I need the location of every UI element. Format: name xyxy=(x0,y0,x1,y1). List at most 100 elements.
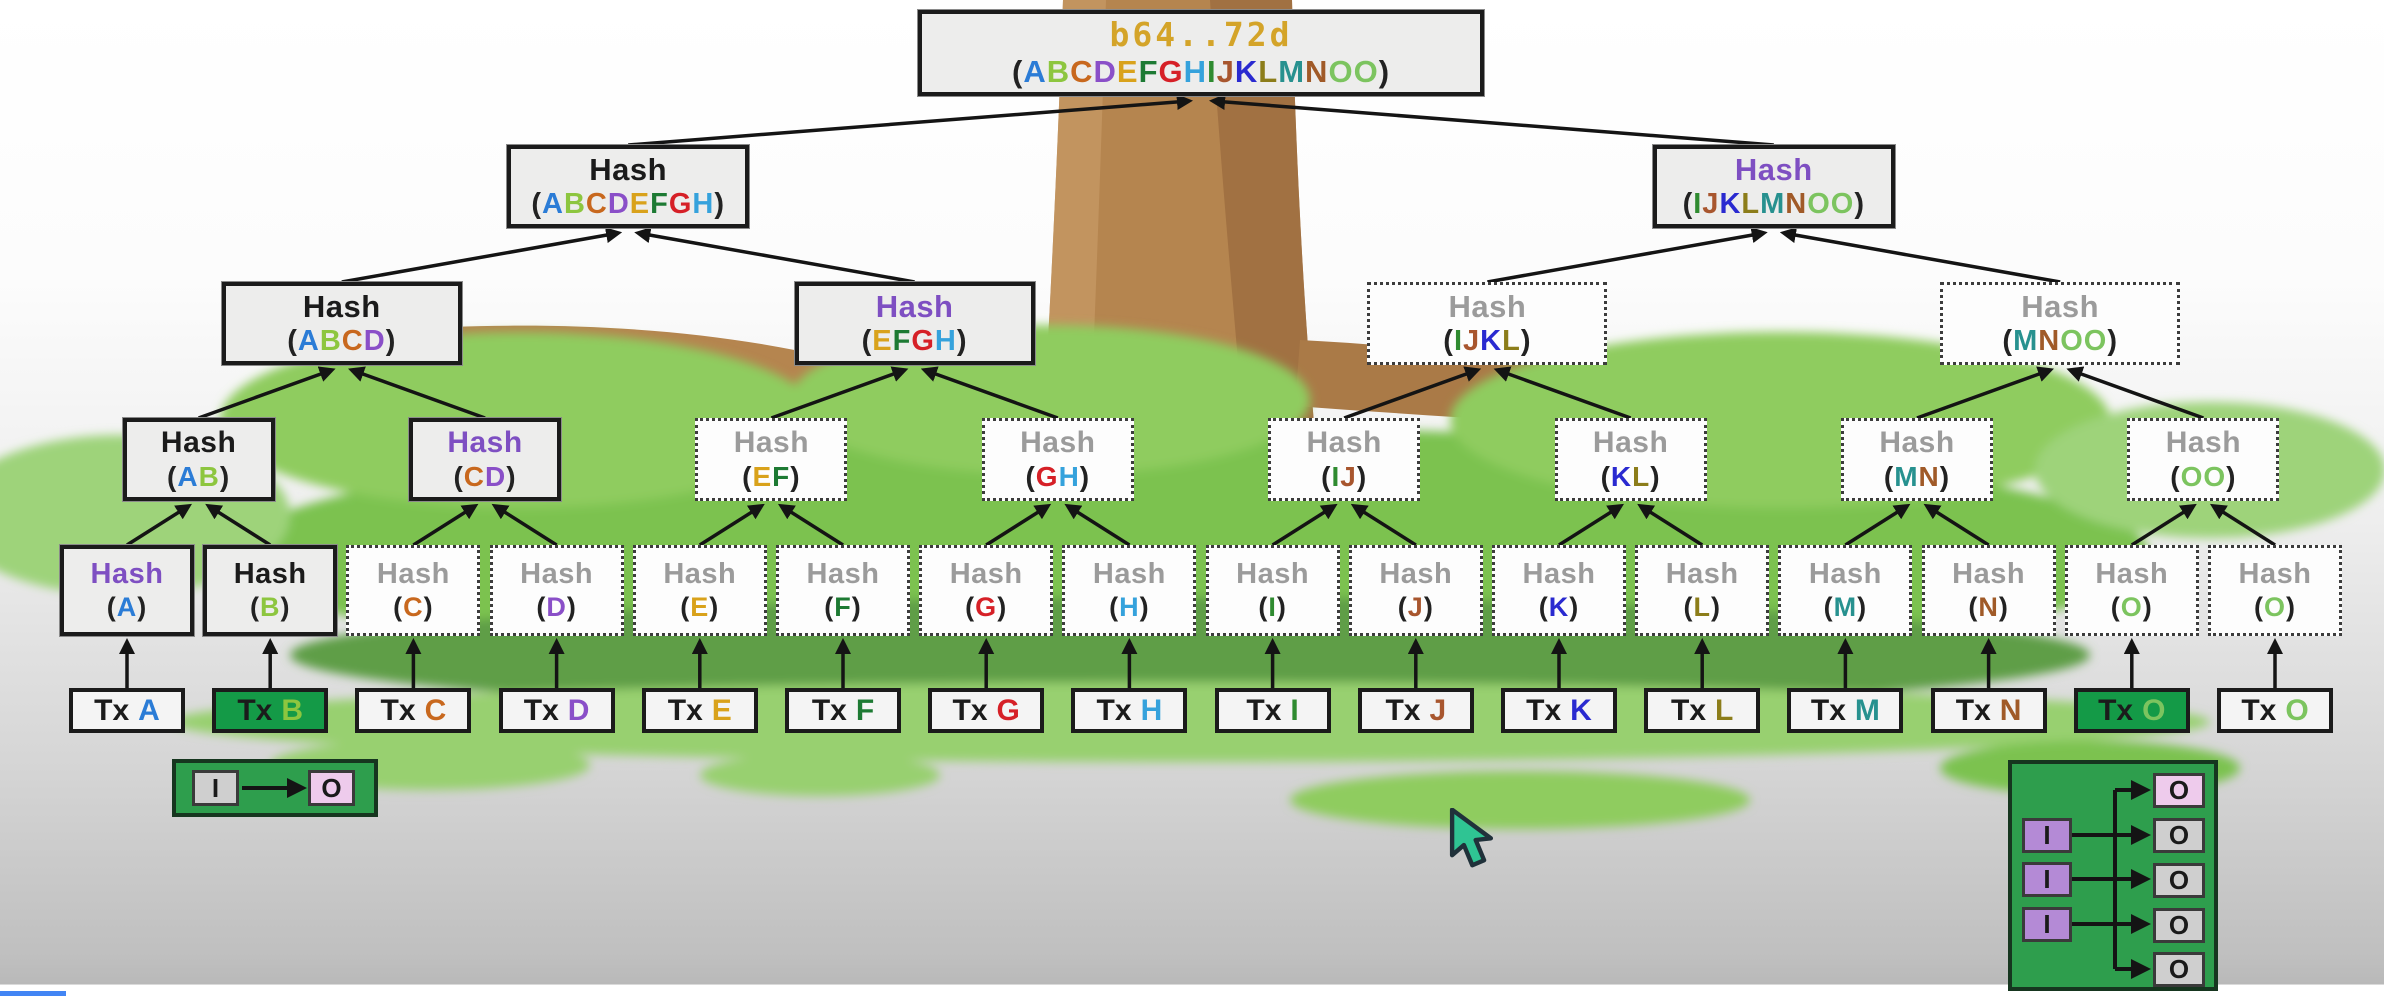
hash-word: Hash xyxy=(1592,426,1669,460)
tx-word: Tx xyxy=(523,693,559,727)
hash-letters: (D) xyxy=(536,591,577,622)
tx-word: Tx xyxy=(1385,693,1421,727)
hash-word: Hash xyxy=(302,289,381,324)
hash-node-OO: Hash (OO) xyxy=(2127,418,2280,501)
merkle-root-node: b64..72d (ABCDEFGHIJKLMNOO) xyxy=(918,10,1484,96)
hash-node-N: Hash (N) xyxy=(1921,545,2056,636)
hash-node-B: Hash (B) xyxy=(203,545,338,636)
hash-letters: (EF) xyxy=(742,460,801,492)
hash-node-L: Hash (L) xyxy=(1635,545,1770,636)
output-box: O xyxy=(2153,818,2205,853)
hash-node-J: Hash (J) xyxy=(1348,545,1483,636)
cursor-icon xyxy=(1449,808,1494,868)
hash-node-MNOO: Hash (MNOO) xyxy=(1940,282,2181,365)
hash-word: Hash xyxy=(1952,558,2026,591)
hash-node-O-dup: Hash (O) xyxy=(2208,545,2342,636)
hash-node-A: Hash (A) xyxy=(60,545,194,636)
hash-word: Hash xyxy=(160,426,237,460)
hash-letters: (ABCDEFGH) xyxy=(531,187,726,220)
tx-node-N: Tx N xyxy=(1930,688,2047,733)
hash-node-EFGH: Hash (EFGH) xyxy=(794,282,1035,365)
hash-letters: (M) xyxy=(1823,591,1868,622)
input-box: I xyxy=(2022,907,2072,942)
hash-word: Hash xyxy=(1665,558,1739,591)
tx-node-H: Tx H xyxy=(1071,688,1188,733)
hash-word: Hash xyxy=(90,558,164,591)
hash-node-G: Hash (G) xyxy=(919,545,1054,636)
tx-word: Tx xyxy=(94,693,130,727)
hash-letters: (IJ) xyxy=(1321,460,1368,492)
hash-word: Hash xyxy=(1734,152,1813,187)
tx-letter: B xyxy=(281,693,304,727)
hash-letters: (EFGH) xyxy=(861,324,968,357)
hash-word: Hash xyxy=(589,152,668,187)
tx-letter: O xyxy=(2142,693,2166,727)
hash-node-C: Hash (C) xyxy=(346,545,481,636)
tx-letter: N xyxy=(1999,693,2022,727)
tx-letter: M xyxy=(1854,693,1880,727)
hash-letters: (MN) xyxy=(1883,460,1951,492)
tx-word: Tx xyxy=(952,693,988,727)
tx-node-O: Tx O xyxy=(2073,688,2190,733)
hash-word: Hash xyxy=(1379,558,1453,591)
hash-word: Hash xyxy=(875,289,954,324)
tx-word: Tx xyxy=(1246,693,1282,727)
hash-word: Hash xyxy=(376,558,450,591)
hash-node-I: Hash (I) xyxy=(1205,545,1340,636)
hash-node-IJKLMNOO: Hash (IJKLMNOO) xyxy=(1652,145,1895,228)
output-box: O xyxy=(2153,773,2205,808)
hash-letters: (ABCD) xyxy=(287,324,397,357)
hash-node-EF: Hash (EF) xyxy=(695,418,848,501)
hash-node-K: Hash (K) xyxy=(1492,545,1626,636)
hash-letters: (N) xyxy=(1968,591,2009,622)
hash-word: Hash xyxy=(2238,558,2312,591)
hash-letters: (B) xyxy=(249,591,291,622)
tx-word: Tx xyxy=(1955,693,1991,727)
tx-word: Tx xyxy=(1526,693,1562,727)
tx-word: Tx xyxy=(811,693,847,727)
hash-node-MN: Hash (MN) xyxy=(1841,418,1993,501)
hash-word: Hash xyxy=(806,558,880,591)
input-box: I xyxy=(192,770,239,806)
hash-letters: (G) xyxy=(965,591,1008,622)
tx-letter: F xyxy=(855,693,875,727)
hash-node-H: Hash (H) xyxy=(1062,545,1197,636)
tx-node-C: Tx C xyxy=(355,688,472,733)
hash-word: Hash xyxy=(1522,558,1596,591)
hash-node-ABCD: Hash (ABCD) xyxy=(221,282,462,365)
video-progress-bar[interactable] xyxy=(0,991,66,996)
single-io-tx-widget: I O xyxy=(172,759,378,817)
hash-letters: (IJKL) xyxy=(1443,324,1532,357)
hash-node-ABCDEFGH: Hash (ABCDEFGH) xyxy=(507,145,750,228)
hash-letters: (KL) xyxy=(1600,460,1661,492)
tx-letter: A xyxy=(138,693,160,727)
tx-letter: K xyxy=(1570,693,1592,727)
tx-letter: D xyxy=(567,693,590,727)
hash-node-GH: Hash (GH) xyxy=(981,418,1134,501)
hash-node-CD: Hash (CD) xyxy=(409,418,561,501)
merkle-root-hash: b64..72d xyxy=(1109,15,1293,55)
hash-node-IJKL: Hash (IJKL) xyxy=(1367,282,1608,365)
hash-node-M: Hash (M) xyxy=(1778,545,1913,636)
merkle-root-letters: (ABCDEFGHIJKLMNOO) xyxy=(1011,54,1391,90)
input-box: I xyxy=(2022,862,2072,897)
hash-word: Hash xyxy=(2021,289,2100,324)
hash-word: Hash xyxy=(1092,558,1166,591)
tx-word: Tx xyxy=(667,693,703,727)
hash-word: Hash xyxy=(733,426,810,460)
hash-letters: (MNOO) xyxy=(2002,324,2118,357)
hash-letters: (GH) xyxy=(1025,460,1091,492)
hash-letters: (AB) xyxy=(167,460,231,492)
tx-word: Tx xyxy=(2241,693,2277,727)
hash-word: Hash xyxy=(1236,558,1310,591)
hash-letters: (O) xyxy=(2110,591,2153,622)
hash-word: Hash xyxy=(1020,426,1096,460)
hash-word: Hash xyxy=(1879,426,1955,460)
input-box: I xyxy=(2022,818,2072,853)
tx-letter: L xyxy=(1715,693,1734,727)
hash-word: Hash xyxy=(1306,426,1382,460)
hash-word: Hash xyxy=(447,426,523,460)
hash-node-E: Hash (E) xyxy=(632,545,767,636)
hash-node-KL: Hash (KL) xyxy=(1554,418,1707,501)
